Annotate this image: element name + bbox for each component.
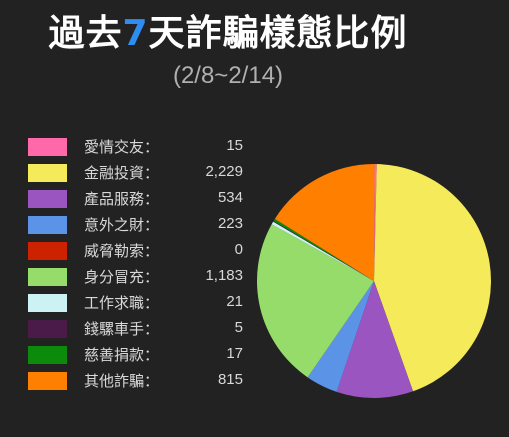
legend-item: 意外之財： 223 [28, 213, 243, 239]
pie-slice [274, 163, 375, 281]
legend-value: 17 [226, 345, 243, 362]
legend-swatch [28, 268, 67, 286]
legend-value: 5 [234, 319, 243, 336]
legend-item: 身分冒充： 1,183 [28, 265, 243, 291]
legend-item: 工作求職： 21 [28, 291, 243, 317]
legend-item: 愛情交友： 15 [28, 135, 243, 161]
legend-label: 工作求職： [84, 294, 160, 312]
legend-value: 15 [226, 137, 243, 154]
legend-swatch [28, 138, 67, 156]
legend-value: 2,229 [205, 163, 243, 180]
legend-value: 21 [226, 293, 243, 310]
legend-swatch [28, 164, 67, 182]
pie-slice [307, 281, 374, 392]
legend-value: 223 [217, 215, 243, 232]
legend-swatch [28, 294, 67, 312]
legend-label: 金融投資： [84, 164, 160, 182]
legend-label: 產品服務： [84, 190, 160, 208]
legend-swatch [28, 320, 67, 338]
pie-slice [374, 164, 491, 392]
legend-value: 815 [217, 371, 243, 388]
legend-item: 金融投資： 2,229 [28, 161, 243, 187]
legend-item: 慈善捐款： 17 [28, 343, 243, 369]
pie-slice [256, 224, 374, 378]
legend-label: 愛情交友： [84, 138, 160, 156]
legend-swatch [28, 216, 67, 234]
pie-slice [271, 221, 374, 281]
legend-swatch [28, 372, 67, 390]
legend-value: 1,183 [205, 267, 243, 284]
chart-title: 過去7天詐騙樣態比例 [0, 4, 456, 56]
chart-subtitle: (2/8~2/14) [172, 62, 284, 89]
legend-label: 意外之財： [84, 216, 160, 234]
legend-label: 身分冒充： [84, 268, 160, 286]
pie-chart [256, 163, 491, 399]
legend: 愛情交友： 15 金融投資： 2,229 產品服務： 534 意外之財： 223 威脅勒索： 0 身… [28, 135, 243, 395]
pie-slice [273, 218, 374, 281]
legend-label: 其他詐騙： [84, 372, 160, 390]
legend-item: 威脅勒索： 0 [28, 239, 243, 265]
legend-label: 錢騾車手： [84, 320, 160, 338]
pie-slice [273, 220, 374, 281]
legend-item: 產品服務： 534 [28, 187, 243, 213]
title-prefix: 過去 [48, 13, 123, 54]
pie-slice [374, 164, 377, 281]
legend-swatch [28, 242, 67, 260]
legend-swatch [28, 346, 67, 364]
legend-value: 534 [217, 189, 243, 206]
legend-item: 其他詐騙： 815 [28, 369, 243, 395]
legend-label: 慈善捐款： [84, 346, 160, 364]
legend-label: 威脅勒索： [84, 242, 160, 260]
legend-value: 0 [234, 241, 243, 258]
title-suffix: 天詐騙樣態比例 [148, 13, 408, 54]
title-number: 7 [122, 13, 149, 54]
pie-slice [336, 281, 414, 399]
legend-swatch [28, 190, 67, 208]
legend-item: 錢騾車手： 5 [28, 317, 243, 343]
